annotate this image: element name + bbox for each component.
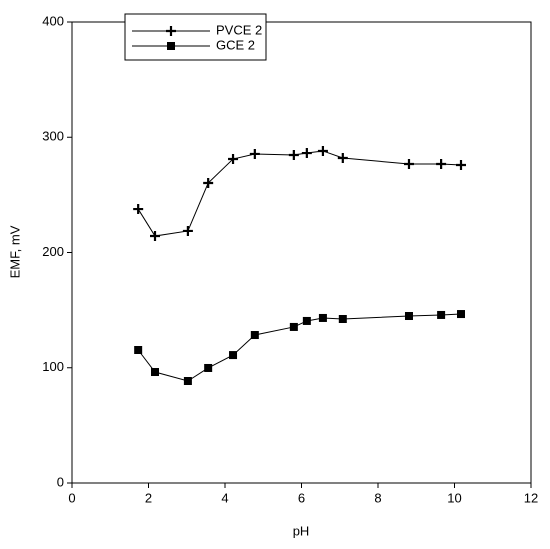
- legend-label: GCE 2: [216, 37, 255, 52]
- data-point: [204, 363, 213, 372]
- data-point: [288, 149, 299, 160]
- data-point: [203, 178, 214, 189]
- data-point: [150, 231, 161, 242]
- y-axis-label: EMF, mV: [7, 225, 22, 278]
- y-tick-label: 300: [42, 129, 64, 144]
- data-point: [228, 154, 239, 165]
- x-tick-label: 0: [68, 490, 75, 505]
- x-tick-label: 4: [221, 490, 228, 505]
- y-tick-label: 0: [57, 474, 64, 489]
- legend-marker: [167, 42, 175, 50]
- data-point: [436, 158, 447, 169]
- data-point: [457, 310, 466, 319]
- y-tick-label: 200: [42, 244, 64, 259]
- data-point: [338, 314, 347, 323]
- data-point: [249, 148, 260, 159]
- data-point: [151, 368, 160, 377]
- legend-box: [124, 13, 267, 61]
- y-tick-label: 100: [42, 359, 64, 374]
- x-tick-label: 12: [524, 490, 538, 505]
- data-point: [183, 377, 192, 386]
- legend-marker: [166, 26, 176, 36]
- x-tick-label: 6: [298, 490, 305, 505]
- x-tick-label: 10: [447, 490, 461, 505]
- data-point: [133, 204, 144, 215]
- legend-label: PVCE 2: [216, 22, 262, 37]
- data-point: [134, 346, 143, 355]
- data-point: [301, 148, 312, 159]
- y-tick-label: 400: [42, 13, 64, 28]
- data-point: [250, 331, 259, 340]
- data-point: [289, 322, 298, 331]
- x-tick-label: 2: [145, 490, 152, 505]
- data-point: [337, 152, 348, 163]
- data-point: [318, 313, 327, 322]
- data-point: [456, 160, 467, 171]
- data-point: [302, 316, 311, 325]
- x-axis-label: pH: [293, 523, 310, 538]
- data-point: [317, 145, 328, 156]
- data-point: [403, 158, 414, 169]
- data-point: [437, 310, 446, 319]
- x-tick-label: 8: [374, 490, 381, 505]
- data-point: [404, 312, 413, 321]
- plot-frame: [71, 21, 532, 484]
- data-point: [182, 225, 193, 236]
- series-line: [137, 313, 462, 382]
- data-point: [229, 351, 238, 360]
